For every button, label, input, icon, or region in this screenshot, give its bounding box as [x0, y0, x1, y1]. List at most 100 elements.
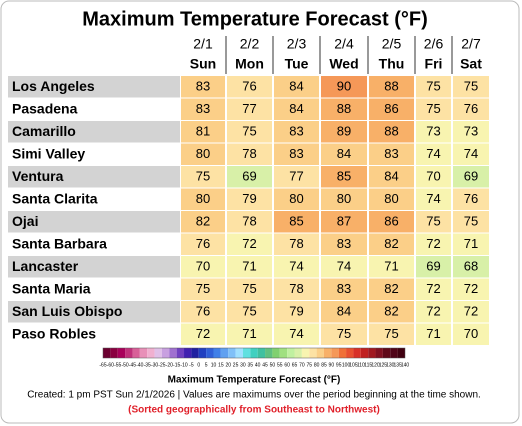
temp-cell [416, 211, 451, 233]
temp-value: 75 [426, 79, 440, 94]
temp-cell [416, 278, 451, 300]
temp-value: 83 [196, 101, 210, 116]
colorbar-swatch [353, 348, 361, 358]
temp-value: 69 [242, 169, 256, 184]
created-note: Created: 1 pm PST Sun 2/1/2026 | Values … [27, 390, 481, 401]
temp-value: 82 [384, 281, 398, 296]
temp-cell [227, 256, 272, 278]
colorbar-swatch [110, 348, 118, 358]
colorbar-tick-label: 20 [225, 362, 231, 368]
temp-cell [369, 233, 414, 255]
colorbar-tick-label: 50 [270, 362, 276, 368]
temp-value: 75 [196, 169, 210, 184]
temp-value: 76 [196, 236, 210, 251]
colorbar-tick-label: 75 [306, 362, 312, 368]
temp-cell [321, 301, 367, 323]
temp-value: 74 [464, 146, 478, 161]
row-shade [8, 166, 180, 188]
temp-cell [369, 76, 414, 98]
temp-value: 71 [426, 326, 440, 341]
colorbar-swatch [220, 348, 229, 358]
colorbar-swatch [316, 348, 324, 358]
temp-cell [274, 188, 319, 210]
colorbar-swatch [147, 348, 155, 358]
temp-value: 76 [196, 304, 210, 319]
temp-value: 75 [464, 79, 478, 94]
colorbar-swatch [139, 348, 148, 358]
colorbar-swatch [272, 348, 280, 358]
colorbar-swatch [235, 348, 243, 358]
colorbar-swatch [184, 348, 192, 358]
temp-value: 77 [289, 169, 303, 184]
colorbar-tick-label: -45 [129, 362, 136, 368]
column-day: Tue [285, 56, 309, 72]
colorbar-swatch [309, 348, 317, 358]
colorbar-swatch [242, 348, 251, 358]
temp-cell [274, 166, 319, 188]
city-name: San Luis Obispo [12, 303, 122, 319]
colorbar-tick-label: 25 [233, 362, 239, 368]
temp-cell [227, 166, 272, 188]
title: Maximum Temperature Forecast (°F) [82, 8, 428, 30]
colorbar-tick-label: 90 [329, 362, 335, 368]
temp-value: 88 [384, 79, 398, 94]
temp-cell [453, 211, 489, 233]
temp-value: 85 [289, 214, 303, 229]
temp-cell [274, 233, 319, 255]
temp-value: 70 [464, 326, 478, 341]
colorbar-title: Maximum Temperature Forecast (°F) [168, 375, 341, 386]
colorbar-swatch [287, 348, 295, 358]
colorbar-tick-label: 0 [197, 362, 200, 368]
temp-value: 69 [464, 169, 478, 184]
temp-value: 74 [426, 191, 440, 206]
column-date: 2/1 [193, 36, 213, 52]
temp-value: 80 [196, 146, 210, 161]
temp-cell [453, 76, 489, 98]
colorbar-tick-label: -60 [107, 362, 114, 368]
colorbar-swatch [125, 348, 133, 358]
temp-cell [453, 278, 489, 300]
temp-value: 70 [426, 169, 440, 184]
city-name: Paso Robles [12, 325, 96, 341]
colorbar-swatch [103, 348, 111, 358]
colorbar-swatch [250, 348, 258, 358]
city-name: Ojai [12, 213, 38, 229]
temp-value: 83 [337, 236, 351, 251]
colorbar-swatch [375, 348, 383, 358]
city-name: Santa Barbara [12, 235, 107, 251]
colorbar-swatch [331, 348, 339, 358]
row-shade [8, 256, 180, 278]
colorbar-tick-label: 85 [321, 362, 327, 368]
colorbar-tick-label: 105 [349, 362, 358, 368]
temp-value: 78 [289, 281, 303, 296]
colorbar-tick-label: -55 [114, 362, 121, 368]
temp-value: 72 [196, 326, 210, 341]
colorbar-tick-label: 80 [314, 362, 320, 368]
temp-value: 71 [242, 326, 256, 341]
colorbar-swatch [382, 348, 391, 358]
temp-cell [369, 323, 414, 345]
temp-cell [321, 98, 367, 120]
colorbar-tick-label: 125 [379, 362, 388, 368]
temp-cell [227, 98, 272, 120]
row-shade [8, 121, 180, 143]
temp-value: 74 [289, 326, 303, 341]
colorbar-tick-label: 140 [401, 362, 410, 368]
temp-cell [227, 76, 272, 98]
temp-value: 89 [337, 124, 351, 139]
colorbar-tick-label: 95 [336, 362, 342, 368]
colorbar-tick-label: 70 [299, 362, 305, 368]
colorbar-tick-label: 40 [255, 362, 261, 368]
temp-cell [274, 256, 319, 278]
colorbar-swatch [117, 348, 126, 358]
temp-cell [321, 233, 367, 255]
colorbar-swatch [132, 348, 140, 358]
temp-cell [181, 76, 225, 98]
city-name: Pasadena [12, 100, 78, 116]
temp-cell [274, 278, 319, 300]
temp-value: 77 [242, 101, 256, 116]
city-name: Ventura [12, 168, 64, 184]
temp-value: 74 [426, 146, 440, 161]
temp-cell [453, 98, 489, 120]
